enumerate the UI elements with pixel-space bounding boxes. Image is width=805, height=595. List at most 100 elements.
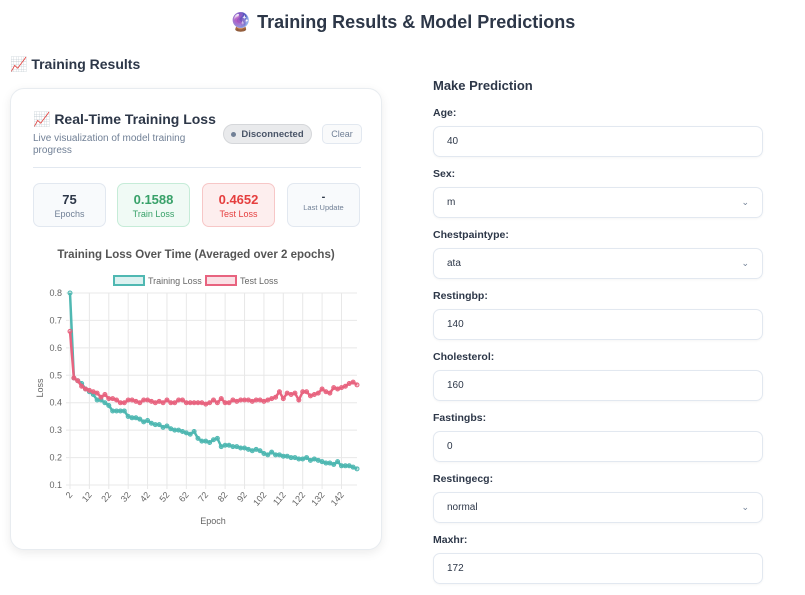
data-point [121, 400, 127, 406]
y-tick-label: 0.7 [49, 315, 62, 325]
x-tick-label: 2 [64, 490, 75, 500]
fastingbs-input[interactable]: 0 [433, 431, 763, 462]
data-point [296, 397, 302, 403]
age-input[interactable]: 40 [433, 126, 763, 157]
data-point [145, 418, 151, 424]
fastingbs-field: Fastingbs: 0 [433, 412, 763, 473]
data-point [292, 390, 298, 396]
x-tick-label: 92 [235, 490, 249, 504]
restingbp-input[interactable]: 140 [433, 309, 763, 340]
data-point [315, 390, 321, 396]
status-dot-icon [231, 131, 237, 137]
chestpaintype-select[interactable]: ata ⌄ [433, 248, 763, 279]
data-point [304, 455, 310, 461]
stat-last-update: - Last Update [287, 183, 360, 227]
x-tick-label: 32 [119, 490, 133, 504]
data-point [331, 461, 337, 467]
data-point [160, 400, 166, 406]
prediction-form: Make Prediction Age: 40 Sex: m ⌄ Chestpaint… [433, 78, 763, 595]
stat-epochs: 75 Epochs [33, 183, 106, 227]
data-point [207, 439, 213, 445]
y-tick-label: 0.1 [49, 480, 62, 490]
divider [33, 167, 361, 168]
y-tick-label: 0.5 [49, 370, 62, 380]
data-point [214, 435, 220, 441]
data-point [304, 389, 310, 395]
select-value: m [447, 197, 456, 208]
stat-value: 0.4652 [218, 192, 259, 207]
data-point [71, 375, 77, 381]
maxhr-input[interactable]: 172 [433, 553, 763, 584]
chevron-down-icon: ⌄ [741, 197, 749, 207]
maxhr-field: Maxhr: 172 [433, 534, 763, 595]
section-title: 📈 Training Results [10, 56, 141, 72]
age-field: Age: 40 [433, 107, 763, 168]
x-tick-label: 62 [177, 490, 191, 504]
data-point [94, 390, 100, 396]
y-tick-label: 0.4 [49, 398, 62, 408]
y-tick-label: 0.2 [49, 453, 62, 463]
legend-swatch [113, 275, 145, 286]
sex-select[interactable]: m ⌄ [433, 187, 763, 218]
stat-test-loss: 0.4652 Test Loss [202, 183, 275, 227]
data-point [226, 400, 232, 406]
field-label: Age: [433, 107, 457, 119]
data-point [156, 422, 162, 428]
data-point [67, 290, 73, 296]
data-point [67, 328, 73, 334]
x-tick-label: 12 [80, 490, 94, 504]
data-point [218, 396, 224, 402]
data-point [164, 397, 170, 403]
clear-button[interactable]: Clear [322, 124, 362, 144]
data-point [187, 431, 193, 437]
data-point [106, 402, 112, 408]
x-axis-label: Epoch [200, 516, 226, 526]
field-label: Fastingbs: [433, 412, 487, 424]
data-point [211, 397, 216, 403]
data-point [191, 429, 197, 435]
restingecg-field: Restingecg: normal ⌄ [433, 473, 763, 534]
y-tick-label: 0.8 [49, 288, 62, 298]
data-point [269, 449, 275, 455]
field-label: Sex: [433, 168, 456, 180]
data-point [102, 391, 108, 397]
select-value: ata [447, 258, 461, 269]
data-point [137, 416, 143, 422]
data-point [265, 452, 271, 458]
loss-chart: Training Loss Over Time (Averaged over 2… [35, 249, 360, 526]
x-tick-label: 122 [290, 490, 307, 508]
data-point [121, 408, 127, 414]
restingecg-select[interactable]: normal ⌄ [433, 492, 763, 523]
stat-label: Train Loss [132, 209, 175, 219]
data-point [207, 400, 213, 406]
legend-label: Test Loss [240, 276, 279, 286]
connection-status-badge: Disconnected [223, 124, 312, 144]
data-point [172, 400, 178, 406]
input-value: 172 [447, 563, 464, 574]
field-label: Restingecg: [433, 473, 494, 485]
sex-field: Sex: m ⌄ [433, 168, 763, 229]
y-tick-label: 0.3 [49, 425, 62, 435]
stat-value: - [321, 191, 326, 203]
field-label: Chestpaintype: [433, 229, 509, 241]
field-label: Restingbp: [433, 290, 488, 302]
cholesterol-field: Cholesterol: 160 [433, 351, 763, 412]
data-point [75, 378, 81, 384]
data-point [179, 397, 185, 403]
stat-train-loss: 0.1588 Train Loss [117, 183, 190, 227]
legend-swatch [205, 275, 237, 286]
data-point [273, 394, 279, 400]
data-point [114, 397, 120, 403]
cholesterol-input[interactable]: 160 [433, 370, 763, 401]
x-tick-label: 112 [271, 490, 288, 507]
chart-title: Training Loss Over Time (Averaged over 2… [57, 249, 335, 261]
stat-label: Test Loss [219, 209, 258, 219]
data-point [164, 423, 170, 429]
data-point [350, 379, 356, 385]
x-tick-label: 72 [196, 490, 210, 504]
restingbp-field: Restingbp: 140 [433, 290, 763, 351]
chevron-down-icon: ⌄ [741, 258, 749, 268]
chestpaintype-field: Chestpaintype: ata ⌄ [433, 229, 763, 290]
y-tick-label: 0.6 [49, 343, 62, 353]
chevron-down-icon: ⌄ [741, 502, 749, 512]
